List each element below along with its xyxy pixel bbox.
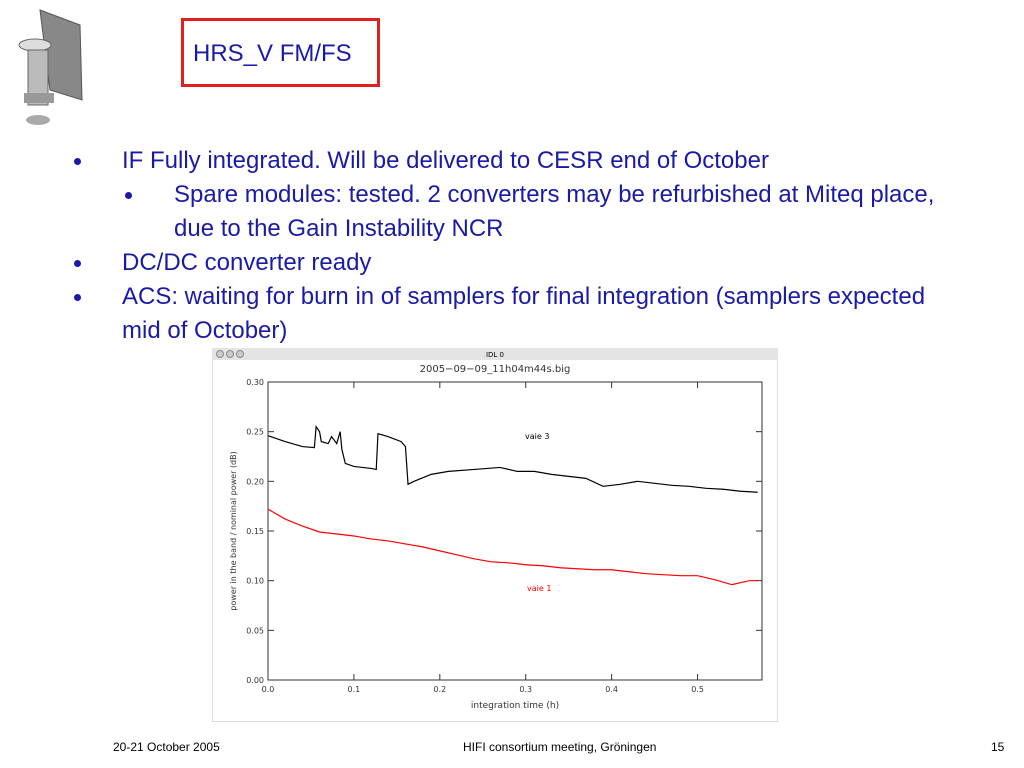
- bullet-text: DC/DC converter ready: [122, 249, 372, 276]
- series-label: vaie 1: [527, 584, 551, 593]
- series-line: [267, 508, 758, 586]
- x-tick-label: 0.4: [605, 685, 618, 694]
- series-label: vaie 3: [525, 432, 549, 441]
- y-tick-label: 0.30: [246, 378, 264, 387]
- y-tick-label: 0.25: [246, 428, 264, 437]
- window-button[interactable]: [226, 350, 234, 358]
- x-tick-label: 0.0: [262, 685, 275, 694]
- chart-window: IDL 0 2005−09−09_11h04m44s.big integrati…: [212, 348, 778, 722]
- bullet-text: IF Fully integrated. Will be delivered t…: [122, 147, 769, 174]
- y-tick-label: 0.15: [246, 527, 264, 536]
- window-button[interactable]: [216, 350, 224, 358]
- x-tick-label: 0.1: [348, 685, 361, 694]
- bullet-text: ACS: waiting for burn in of samplers for…: [122, 283, 926, 344]
- x-tick-label: 0.5: [691, 685, 704, 694]
- series-line: [267, 424, 758, 493]
- window-button[interactable]: [236, 350, 244, 358]
- title-box: [181, 18, 380, 87]
- page-number: 15: [991, 740, 1005, 754]
- y-tick-label: 0.05: [246, 626, 264, 635]
- bullet: [125, 192, 132, 199]
- satellite-icon: [18, 9, 83, 125]
- bullet: [74, 260, 81, 267]
- window-titlebar: [212, 348, 778, 360]
- x-axis-label: integration time (h): [471, 701, 559, 711]
- slide-title: HRS_V FM/FS: [193, 40, 352, 67]
- bullet: [74, 294, 81, 301]
- y-axis-label: power in the band / nominal power (dB): [229, 451, 238, 610]
- y-tick-label: 0.10: [246, 577, 264, 586]
- y-tick-label: 0.00: [246, 676, 264, 685]
- bullet-text: Spare modules: tested. 2 converters may …: [174, 181, 935, 242]
- y-tick-label: 0.20: [246, 477, 264, 486]
- x-tick-label: 0.2: [433, 685, 446, 694]
- chart-title: 2005−09−09_11h04m44s.big: [420, 364, 571, 375]
- bullet: [74, 158, 81, 165]
- footer-date: 20-21 October 2005: [113, 740, 220, 754]
- footer-event: HIFI consortium meeting, Gröningen: [463, 740, 657, 754]
- x-tick-label: 0.3: [519, 685, 532, 694]
- window-title: IDL 0: [486, 351, 504, 359]
- window-frame: [212, 348, 778, 722]
